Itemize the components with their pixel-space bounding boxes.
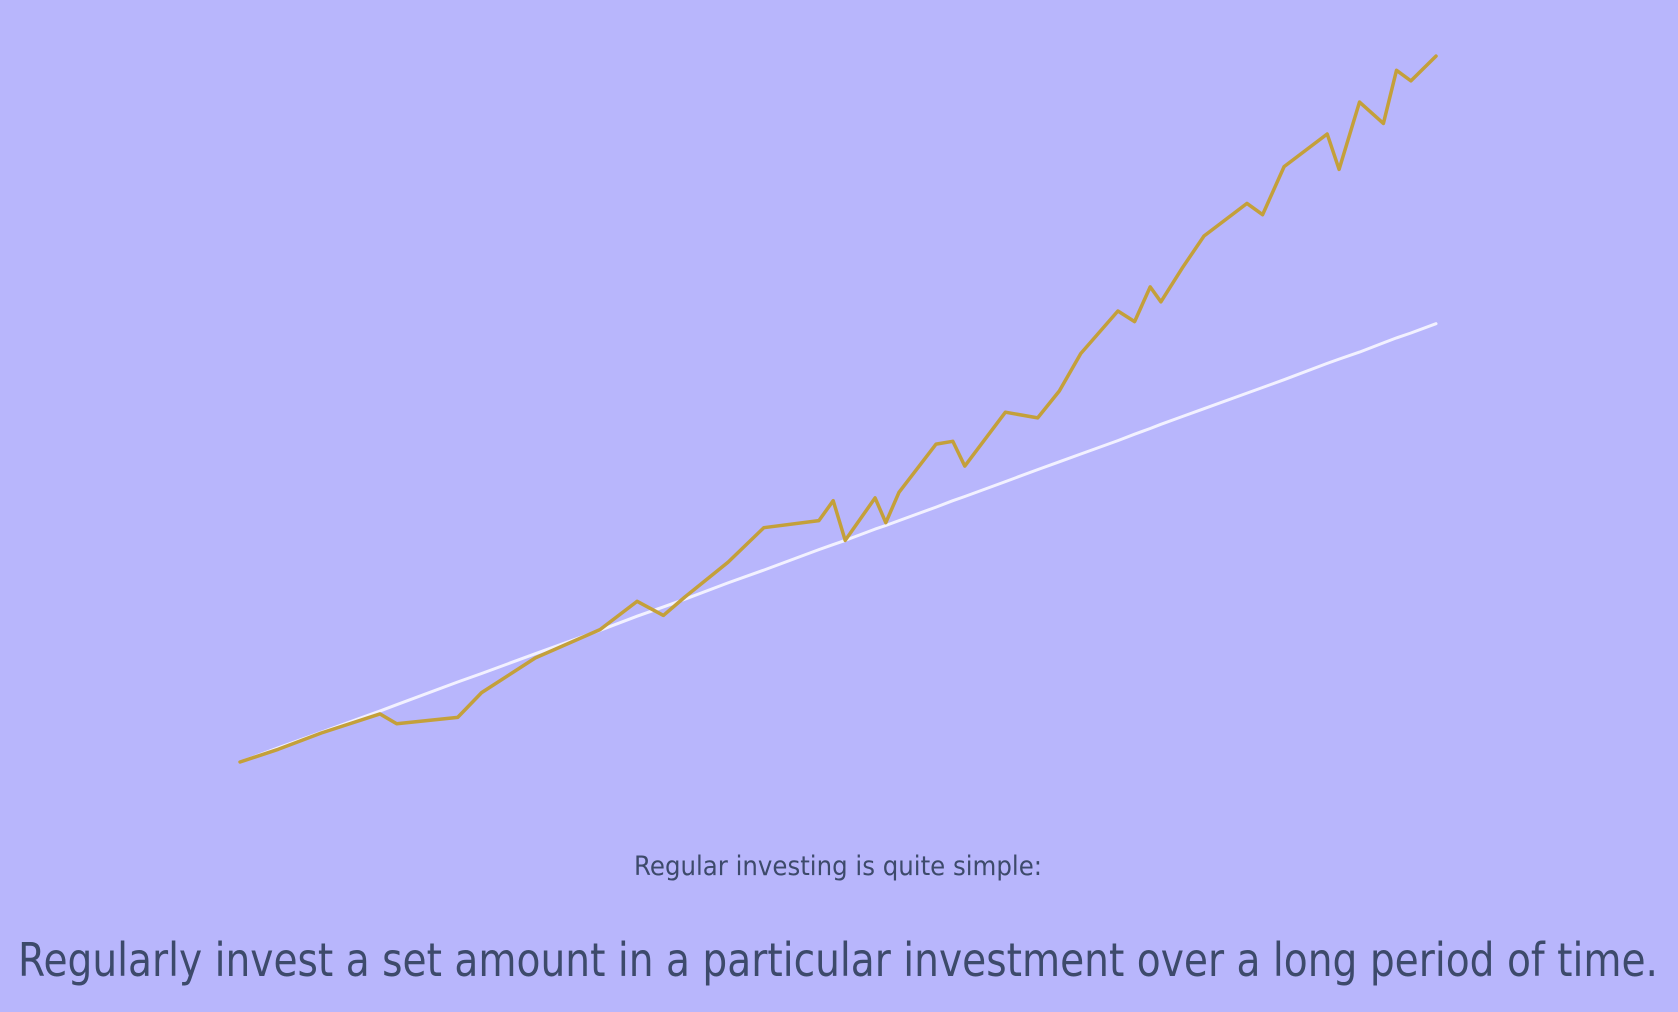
headline: Regularly invest a set amount in a parti…: [18, 933, 1658, 987]
line-series: [238, 54, 1438, 764]
intro-text: Regular investing is quite simple:: [634, 851, 1042, 882]
line-series: [238, 322, 1438, 764]
